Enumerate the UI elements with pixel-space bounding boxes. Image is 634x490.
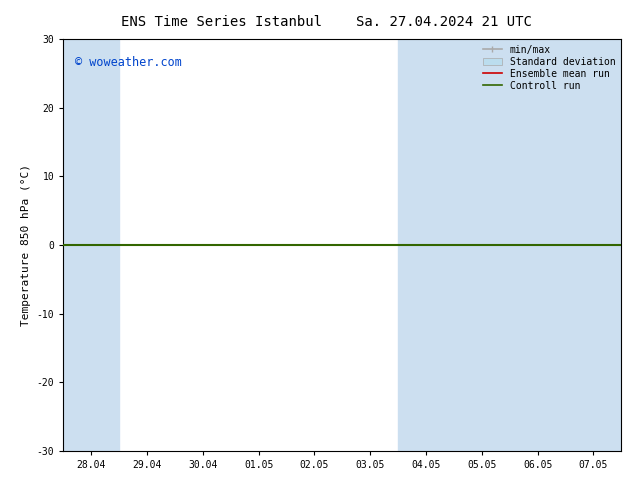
Bar [63, 39, 119, 451]
Bar [398, 39, 510, 451]
Bar [510, 39, 621, 451]
Text: ENS Time Series Istanbul: ENS Time Series Istanbul [121, 15, 323, 29]
Text: Sa. 27.04.2024 21 UTC: Sa. 27.04.2024 21 UTC [356, 15, 532, 29]
Text: © woweather.com: © woweather.com [75, 56, 181, 69]
Legend: min/max, Standard deviation, Ensemble mean run, Controll run: min/max, Standard deviation, Ensemble me… [479, 41, 619, 95]
Y-axis label: Temperature 850 hPa (°C): Temperature 850 hPa (°C) [21, 164, 31, 326]
